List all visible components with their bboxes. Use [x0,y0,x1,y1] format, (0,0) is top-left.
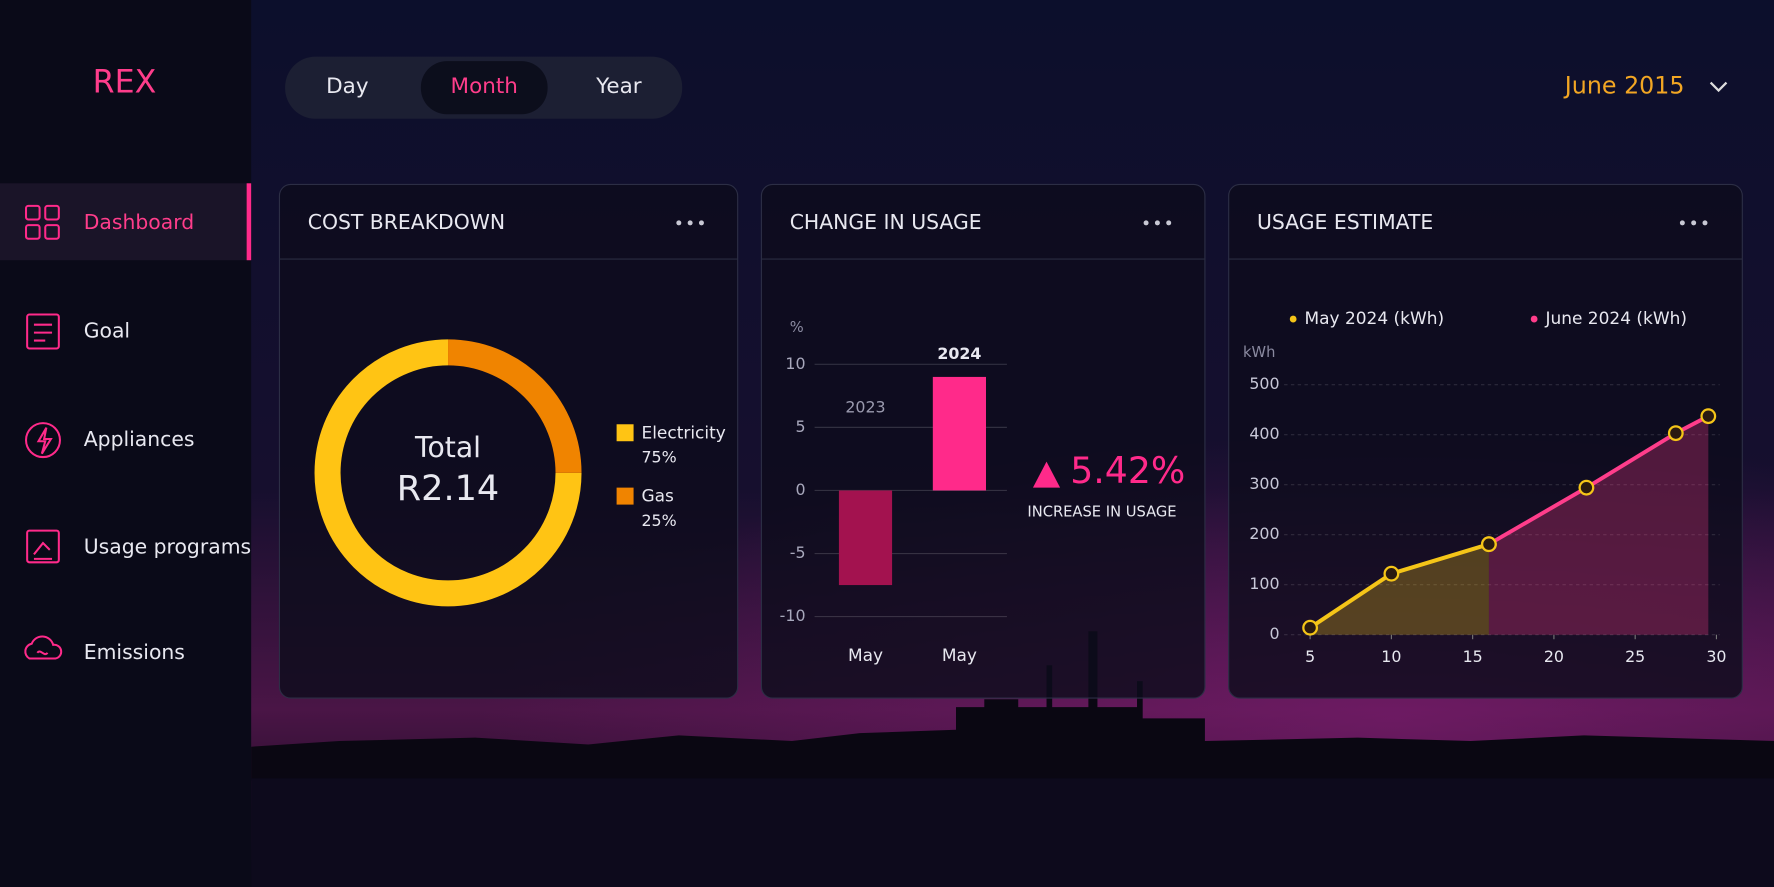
series-label: 2023 [845,397,885,416]
legend-label: May 2024 (kWh) [1304,309,1444,329]
x-tick-label: 25 [1625,647,1645,666]
y-tick-label: 5 [795,417,805,436]
x-tick-label: 30 [1706,647,1726,666]
x-tick-label: May [942,646,977,666]
series-label: 2024 [937,344,981,363]
point [1480,536,1497,553]
area [1488,416,1709,635]
active-tab-bg [420,61,548,115]
y-tick-label: 10 [785,354,805,373]
area [1310,544,1489,635]
nav-item[interactable]: Appliances [84,427,195,451]
line [1487,414,1710,546]
legend-value: 25% [641,511,676,530]
point [1383,565,1400,582]
y-tick-label: 400 [1249,424,1279,443]
legend-dot [1530,315,1538,323]
legend-label: Electricity [641,423,725,443]
donut-center-value: R2.14 [397,468,499,509]
active-indicator [246,183,252,261]
legend-swatch [616,424,634,442]
y-tick-label: 100 [1249,574,1279,593]
card-title: USAGE ESTIMATE [1257,210,1433,234]
legend-swatch [616,487,634,505]
card-title: CHANGE IN USAGE [790,210,982,234]
y-tick-label: 200 [1249,524,1279,543]
donut-center-label: Total [414,431,481,464]
point [1700,408,1717,425]
change-value: 5.42% [1070,449,1185,492]
nav-item[interactable]: Usage programs [84,535,251,559]
y-tick-label: 0 [1270,624,1280,643]
card-title: COST BREAKDOWN [308,210,505,234]
x-tick-label: 20 [1544,647,1564,666]
y-tick-label: -10 [780,606,806,625]
y-tick-label: 300 [1249,474,1279,493]
y-tick-label: -5 [790,543,806,562]
logo: REX [93,65,157,101]
legend-label: Gas [641,487,674,507]
point [1302,619,1319,636]
change-caption: INCREASE IN USAGE [1027,504,1176,521]
date-picker[interactable]: June 2015 [1563,72,1685,100]
y-tick-label: 500 [1249,374,1279,393]
tab-active[interactable]: Month [451,74,518,99]
x-tick-label: May [848,646,883,666]
sidebar [0,0,252,887]
skyline [251,631,1774,781]
point [1667,425,1684,442]
y-axis-label: kWh [1243,344,1275,361]
bar [932,376,986,491]
legend-dot [1289,315,1297,323]
bar [838,490,893,586]
nav-item[interactable]: Goal [84,318,130,342]
card-menus[interactable] [676,220,1708,226]
legend-value: 75% [641,448,676,467]
chevron[interactable] [1709,81,1728,93]
nav-item[interactable]: Dashboard [84,210,194,234]
x-tick-label: 15 [1463,647,1483,666]
increase-icon [1032,461,1061,488]
point [1578,479,1595,496]
active-item-bg [0,183,247,261]
x-tick-label: 10 [1381,647,1401,666]
y-axis-label: % [790,319,804,336]
water [251,778,1774,887]
donut-segment [314,339,582,607]
x-tick-label: 5 [1305,647,1315,666]
tab[interactable]: Year [595,74,642,99]
nav-item[interactable]: Emissions [84,640,185,664]
tab[interactable]: Day [326,74,369,99]
y-tick-label: 0 [795,480,805,499]
legend-label: June 2024 (kWh) [1544,309,1687,329]
sidebar-icons [24,204,63,660]
donut-segment [447,339,582,474]
